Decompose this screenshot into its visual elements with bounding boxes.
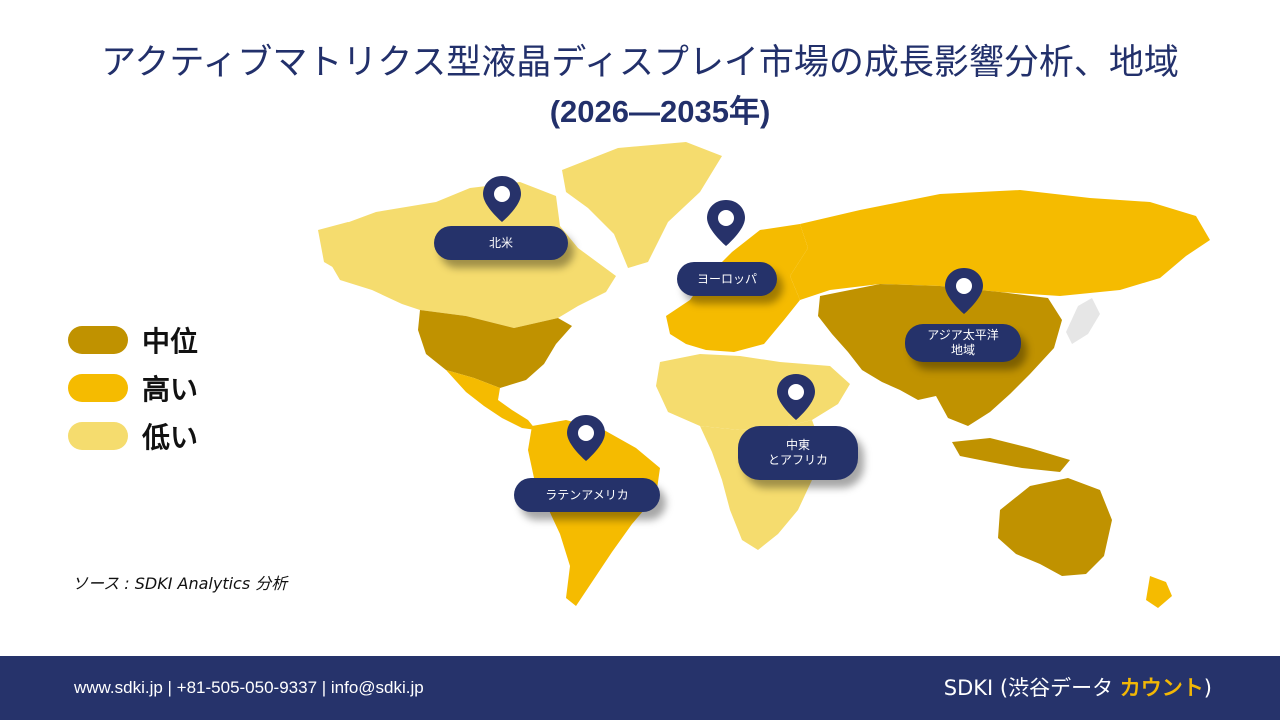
southeast-asia-region: [952, 438, 1070, 472]
legend-swatch-medium: [68, 326, 128, 354]
footer-brand-accent: カウント: [1119, 676, 1204, 700]
map-pin-icon: [945, 268, 983, 314]
region-label-europe-text: ヨーロッパ: [696, 271, 757, 286]
map-pin-icon: [707, 200, 745, 246]
region-label-latin-america-text: ラテンアメリカ: [545, 487, 629, 502]
region-label-asia-pacific-line2: 地域: [950, 343, 975, 357]
footer-contact: www.sdki.jp | +81-505-050-9337 | info@sd…: [74, 678, 424, 697]
legend-swatch-low: [68, 422, 128, 450]
legend-item-low: 低い: [68, 412, 198, 460]
legend-swatch-high: [68, 374, 128, 402]
legend-item-high: 高い: [68, 364, 198, 412]
page-title: アクティブマトリクス型液晶ディスプレイ市場の成長影響分析、地域: [101, 43, 1179, 83]
region-label-europe: ヨーロッパ: [677, 262, 777, 296]
legend-item-medium: 中位: [68, 316, 198, 364]
legend: 中位 高い 低い: [68, 316, 198, 460]
japan-region: [1066, 298, 1100, 344]
footer-brand-prefix: SDKI (渋谷データ: [943, 676, 1120, 700]
footer-brand: SDKI (渋谷データ カウント): [944, 672, 1212, 702]
region-label-middle-east-africa-line1: 中東: [785, 438, 810, 452]
region-label-asia-pacific-line1: アジア太平洋: [927, 328, 999, 342]
north-africa-region: [656, 354, 850, 430]
legend-label-medium: 中位: [142, 325, 199, 358]
region-label-latin-america: ラテンアメリカ: [514, 478, 660, 512]
legend-label-low: 低い: [142, 421, 199, 454]
south-america-region: [528, 420, 660, 606]
russia-region: [790, 190, 1210, 300]
mexico-central-america-region: [446, 370, 536, 430]
region-label-middle-east-africa-line2: とアフリカ: [767, 453, 828, 467]
source-note: ソース : SDKI Analytics 分析: [72, 574, 288, 593]
region-label-north-america-text: 北米: [488, 235, 513, 250]
footer-bar: www.sdki.jp | +81-505-050-9337 | info@sd…: [0, 656, 1280, 720]
region-label-middle-east-africa: 中東 とアフリカ: [738, 426, 858, 480]
legend-label-high: 高い: [142, 373, 199, 406]
map-pin-icon: [777, 374, 815, 420]
australia-region: [998, 478, 1112, 576]
region-label-north-america: 北米: [434, 226, 568, 260]
map-pin-icon: [567, 415, 605, 461]
map-pin-icon: [483, 176, 521, 222]
greenland-region: [562, 142, 722, 268]
page-subtitle: (2026—2035年): [549, 94, 771, 129]
usa-region: [418, 310, 572, 388]
footer-brand-suffix: ): [1203, 676, 1212, 700]
new-zealand-region: [1146, 576, 1172, 608]
region-label-asia-pacific: アジア太平洋 地域: [905, 324, 1021, 362]
alaska-region: [318, 222, 372, 282]
